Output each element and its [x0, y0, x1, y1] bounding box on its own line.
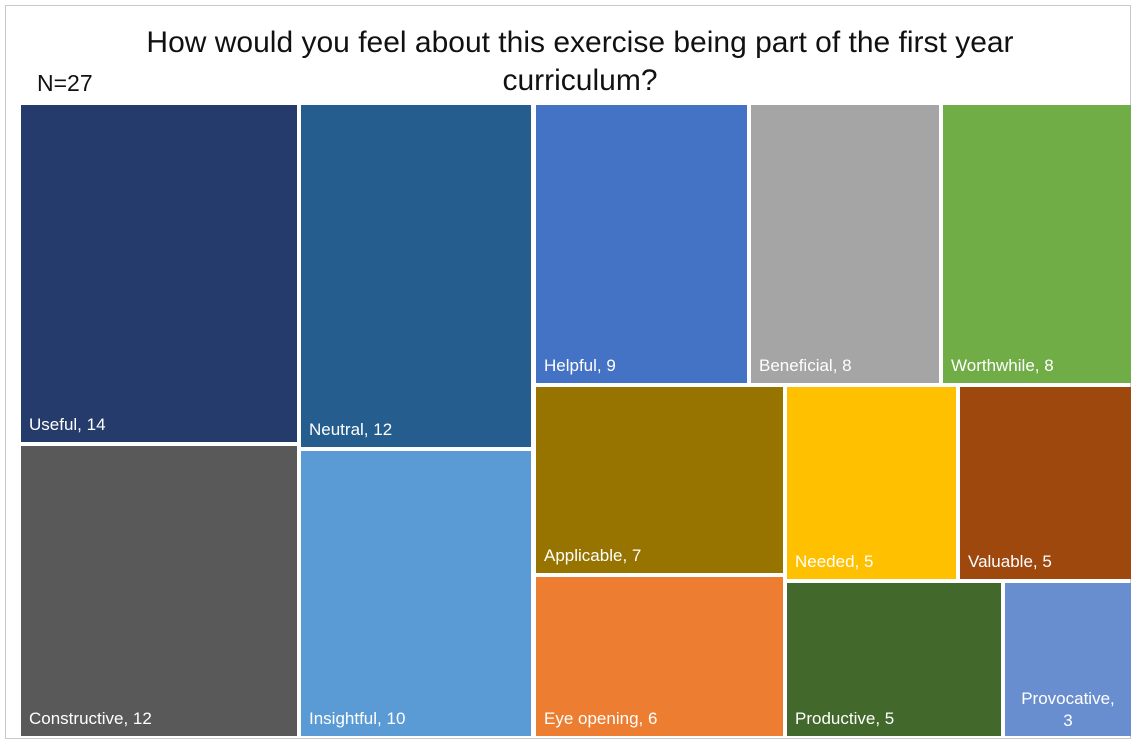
tile-label-worthwhile: Worthwhile, 8: [951, 356, 1054, 375]
tile-label-beneficial: Beneficial, 8: [759, 356, 852, 375]
tile-helpful: Helpful, 9: [536, 105, 747, 383]
chart-title-line-2: curriculum?: [502, 64, 658, 97]
tile-insightful: Insightful, 10: [301, 451, 531, 736]
tile-beneficial: Beneficial, 8: [751, 105, 939, 383]
tile-label-valuable: Valuable, 5: [968, 552, 1052, 571]
tile-worthwhile: Worthwhile, 8: [943, 105, 1131, 383]
tile-valuable: Valuable, 5: [960, 387, 1131, 579]
tile-eye-opening: Eye opening, 6: [536, 577, 783, 736]
tile-label-provocative: Provocative, 3: [1021, 689, 1115, 730]
tile-label-constructive: Constructive, 12: [29, 709, 152, 728]
tile-rect-helpful: [536, 105, 747, 383]
tile-label-helpful: Helpful, 9: [544, 356, 616, 375]
tile-rect-eye-opening: [536, 577, 783, 736]
tile-rect-productive: [787, 583, 1001, 736]
tile-useful: Useful, 14: [21, 105, 297, 442]
tile-label-insightful: Insightful, 10: [309, 709, 405, 728]
tile-label-useful: Useful, 14: [29, 415, 106, 434]
tile-label-eye-opening: Eye opening, 6: [544, 709, 657, 728]
tile-rect-worthwhile: [943, 105, 1131, 383]
tile-neutral: Neutral, 12: [301, 105, 531, 447]
tile-rect-neutral: [301, 105, 531, 447]
tile-productive: Productive, 5: [787, 583, 1001, 736]
tile-rect-valuable: [960, 387, 1131, 579]
tile-rect-insightful: [301, 451, 531, 736]
tile-rect-applicable: [536, 387, 783, 573]
chart-title: How would you feel about this exercise b…: [80, 24, 1080, 100]
tile-label-needed: Needed, 5: [795, 552, 873, 571]
tile-label-productive: Productive, 5: [795, 709, 894, 728]
chart-title-line-1: How would you feel about this exercise b…: [146, 26, 1014, 59]
tile-rect-provocative: [1005, 583, 1131, 736]
tile-provocative: Provocative, 3: [1005, 583, 1131, 736]
tile-label-applicable: Applicable, 7: [544, 546, 641, 565]
tile-label-neutral: Neutral, 12: [309, 420, 392, 439]
tile-rect-needed: [787, 387, 956, 579]
tile-applicable: Applicable, 7: [536, 387, 783, 573]
tile-rect-constructive: [21, 446, 297, 736]
sample-size-label: N=27: [37, 70, 93, 96]
tile-needed: Needed, 5: [787, 387, 956, 579]
tile-constructive: Constructive, 12: [21, 446, 297, 736]
tile-rect-useful: [21, 105, 297, 442]
tile-rect-beneficial: [751, 105, 939, 383]
